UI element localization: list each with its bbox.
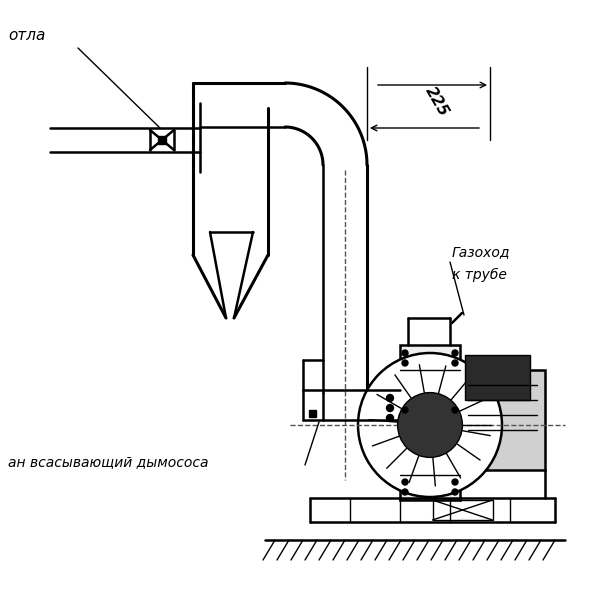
Circle shape (452, 407, 458, 413)
Bar (433, 500, 493, 520)
Circle shape (452, 350, 458, 356)
Circle shape (402, 360, 408, 366)
Circle shape (452, 360, 458, 366)
Text: к трубе: к трубе (452, 268, 507, 282)
Bar (158, 136, 166, 144)
Text: ан всасывающий дымососа: ан всасывающий дымососа (8, 455, 209, 469)
Circle shape (386, 395, 394, 401)
Circle shape (402, 407, 408, 413)
Bar (465, 355, 530, 400)
Circle shape (452, 479, 458, 485)
Circle shape (402, 489, 408, 495)
Bar (309, 410, 316, 417)
Circle shape (386, 415, 394, 421)
Text: Газоход: Газоход (452, 245, 511, 259)
Circle shape (398, 392, 463, 457)
Text: 225: 225 (422, 84, 451, 119)
Circle shape (386, 404, 394, 412)
Bar (460, 370, 545, 470)
Circle shape (402, 479, 408, 485)
Circle shape (358, 353, 502, 497)
Text: отла: отла (8, 28, 46, 43)
Circle shape (402, 350, 408, 356)
Bar (400, 345, 460, 500)
Circle shape (452, 489, 458, 495)
